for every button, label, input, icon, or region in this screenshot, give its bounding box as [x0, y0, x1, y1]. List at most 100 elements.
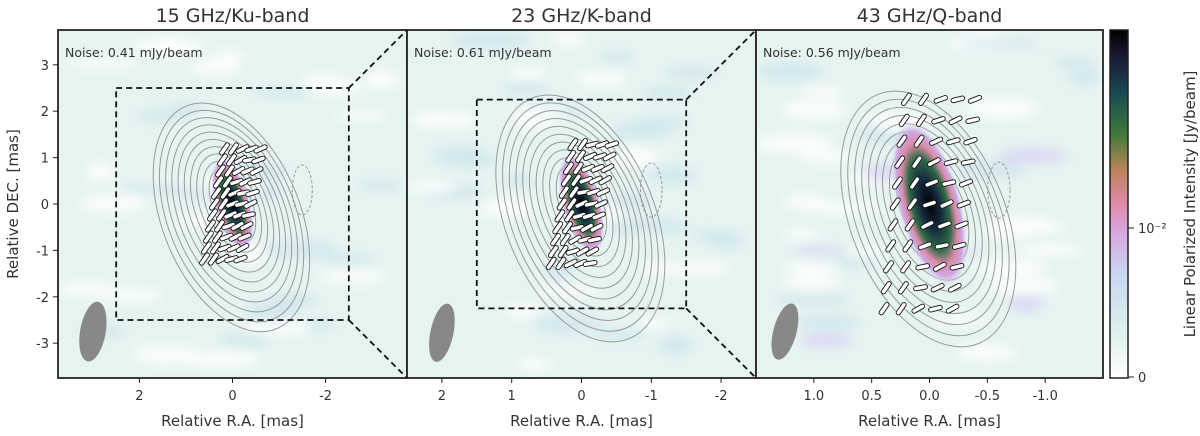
evpa-vector — [568, 234, 582, 245]
evpa-vector — [244, 144, 259, 154]
negative-contour — [987, 161, 1011, 219]
evpa-vector — [573, 258, 588, 269]
evpa-vector — [229, 177, 244, 187]
evpa-vector — [560, 173, 572, 187]
contour — [152, 102, 311, 333]
evpa-vector — [909, 176, 921, 190]
x-tick-label: -1 — [645, 389, 658, 404]
evpa-vectors — [878, 92, 983, 316]
evpa-vector — [238, 177, 253, 187]
evpa-vector — [251, 155, 266, 165]
beam-ellipse — [429, 303, 455, 362]
evpa-vector — [585, 246, 600, 257]
evpa-vector — [550, 233, 561, 247]
evpa-vector — [557, 244, 569, 259]
evpa-vector — [217, 153, 228, 167]
evpa-vector — [570, 173, 582, 187]
contour — [171, 124, 293, 303]
evpa-vector — [563, 161, 574, 175]
evpa-vector — [960, 158, 976, 166]
evpa-vector — [934, 242, 950, 250]
x-tick-label: -2 — [715, 389, 728, 404]
evpa-vector — [596, 187, 611, 197]
evpa-vector — [892, 176, 903, 190]
evpa-vector — [563, 258, 578, 269]
evpa-vector — [598, 175, 613, 186]
evpa-vector — [593, 199, 608, 209]
evpa-vector — [547, 244, 559, 259]
contour — [868, 123, 990, 303]
evpa-vector — [574, 199, 589, 209]
panel-title: 15 GHz/Ku-band — [156, 5, 310, 27]
panel-3: 43 GHz/Q-band Noise: 0.56 mJy/beam 1.0 0.5 0… — [755, 5, 1104, 430]
evpa-vector — [230, 221, 245, 231]
evpa-vector — [559, 233, 571, 247]
x-tick-label: 0.0 — [919, 389, 940, 404]
zoom-connector — [348, 319, 408, 379]
evpa-vector — [927, 157, 941, 168]
evpa-vector — [880, 281, 892, 295]
evpa-vector — [223, 210, 238, 220]
evpa-vector — [937, 220, 952, 230]
evpa-vector — [566, 197, 578, 211]
x-tick-label: 1.0 — [803, 389, 824, 404]
beam-ellipse — [771, 303, 799, 360]
contour — [177, 131, 287, 293]
noise-texture — [756, 30, 1101, 362]
evpa-vector — [898, 113, 910, 127]
evpa-vector — [900, 260, 912, 274]
evpa-vector — [205, 219, 216, 233]
evpa-vector — [554, 209, 566, 223]
contour — [508, 110, 653, 321]
evpa-vector — [913, 134, 925, 148]
evpa-vector — [235, 144, 250, 154]
evpa-vector — [580, 163, 596, 173]
evpa-vector — [209, 197, 220, 211]
evpa-vector — [943, 158, 959, 166]
evpa-vector — [583, 151, 598, 161]
evpa-vector — [564, 209, 576, 223]
zoom-connector — [348, 29, 408, 89]
evpa-vector — [924, 178, 939, 188]
evpa-vector — [228, 232, 243, 242]
noise-label: Noise: 0.41 mJy/beam — [65, 45, 203, 60]
evpa-vector — [217, 243, 232, 253]
evpa-vector — [958, 178, 974, 188]
evpa-vector — [592, 152, 608, 161]
contour — [847, 98, 1010, 337]
evpa-vector — [552, 221, 564, 235]
evpa-vector — [572, 161, 584, 175]
colorbar-label: Linear Polarized Intensity [Jy/beam] — [1181, 71, 1199, 338]
evpa-vector — [895, 302, 907, 316]
evpa-vector — [929, 136, 944, 146]
x-tick-label: 0.5 — [861, 389, 882, 404]
evpa-vector — [215, 164, 226, 178]
evpa-vector — [883, 260, 894, 274]
evpa-vector — [931, 116, 946, 125]
evpa-vector — [911, 303, 926, 314]
contour — [165, 117, 299, 313]
evpa-vector — [233, 154, 248, 165]
evpa-vector — [243, 199, 258, 209]
evpa-vector — [199, 252, 210, 266]
y-tick-label: 1 — [41, 152, 49, 167]
evpa-vector — [253, 144, 268, 154]
panel-title: 23 GHz/K-band — [511, 5, 652, 27]
evpa-vector — [915, 263, 931, 271]
evpa-vector — [939, 199, 954, 209]
evpa-vector — [887, 218, 899, 232]
evpa-vector — [945, 303, 960, 314]
total-intensity-contours — [495, 94, 666, 343]
evpa-vector — [589, 222, 604, 233]
evpa-vector — [922, 199, 937, 209]
evpa-vector — [933, 261, 947, 272]
evpa-vector — [582, 259, 598, 267]
evpa-vector — [555, 256, 567, 271]
evpa-vector — [600, 163, 615, 174]
evpa-vector — [928, 304, 943, 313]
evpa-vector — [967, 94, 983, 104]
zoom-box — [115, 87, 350, 321]
colorbar: 10⁻² 0 Linear Polarized Intensity [Jy/be… — [1109, 29, 1199, 386]
evpa-vector — [947, 282, 962, 293]
contour — [158, 109, 305, 323]
